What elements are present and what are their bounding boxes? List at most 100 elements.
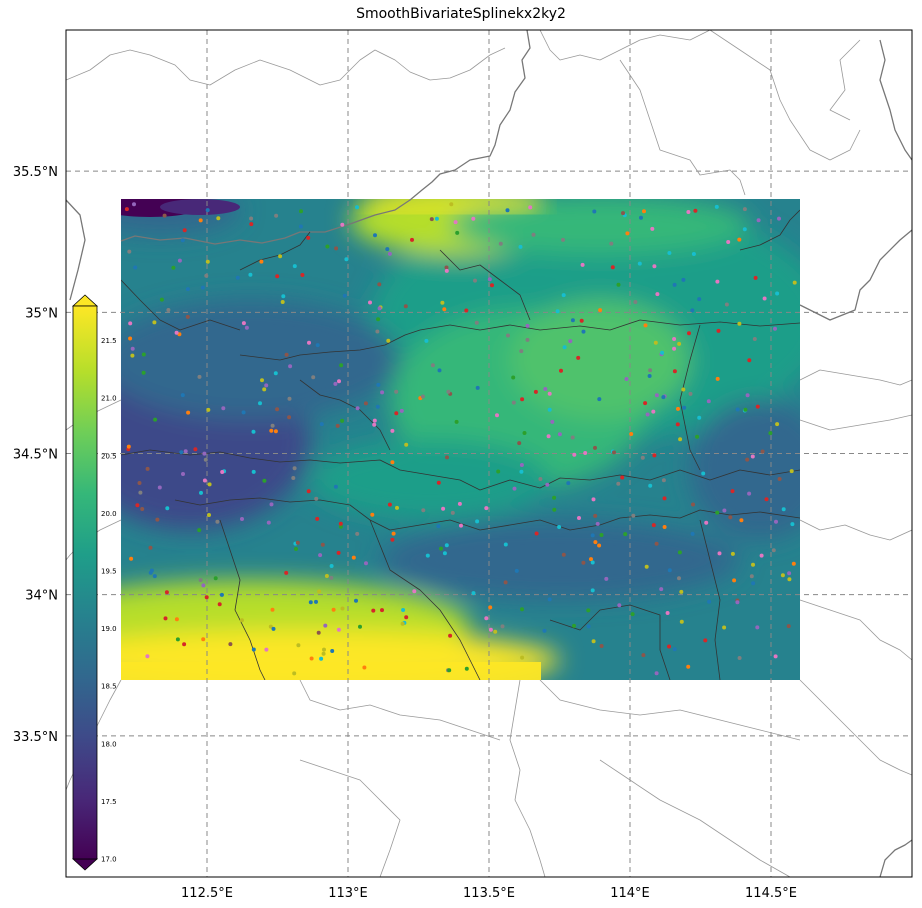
station-dot — [655, 292, 660, 297]
station-dot — [751, 562, 755, 567]
station-dot — [311, 375, 316, 380]
station-dot — [775, 422, 780, 427]
station-dot — [644, 564, 649, 569]
station-dot — [512, 486, 517, 491]
station-dot — [542, 628, 547, 633]
station-dot — [590, 533, 595, 538]
station-dot — [395, 505, 399, 510]
station-dot — [648, 483, 653, 488]
station-dot — [264, 383, 269, 388]
station-dot — [182, 642, 187, 647]
station-dot — [745, 393, 750, 398]
station-dot — [654, 541, 659, 546]
station-dot — [287, 415, 292, 420]
station-dot — [251, 469, 256, 474]
station-dot — [679, 589, 684, 594]
station-dot — [520, 397, 525, 402]
colorbar-label: 19.5 — [101, 567, 117, 575]
station-dot — [781, 507, 786, 512]
station-dot — [677, 341, 682, 346]
station-dot — [269, 428, 274, 433]
station-dot — [268, 624, 273, 629]
station-dot — [777, 216, 781, 221]
station-dot — [133, 265, 138, 270]
station-dot — [557, 525, 562, 529]
station-dot — [490, 283, 494, 288]
station-dot — [665, 611, 670, 615]
station-dot — [390, 537, 395, 542]
station-dot — [148, 570, 153, 575]
station-dot — [340, 222, 345, 227]
station-dot — [597, 543, 602, 548]
station-dot — [284, 352, 289, 357]
station-dot — [471, 216, 476, 221]
station-dot — [667, 251, 672, 255]
station-dot — [662, 525, 667, 529]
station-dot — [620, 475, 625, 480]
station-dot — [496, 469, 501, 474]
station-dot — [737, 237, 742, 242]
station-dot — [722, 625, 727, 630]
station-dot — [651, 409, 656, 414]
station-dot — [135, 503, 140, 508]
province-boundary-west — [66, 199, 86, 301]
station-dot — [394, 411, 399, 416]
station-dot — [464, 308, 469, 313]
station-dot — [287, 396, 292, 401]
station-dot — [493, 629, 498, 634]
station-dot — [425, 553, 430, 558]
station-dot — [399, 408, 404, 413]
station-dot — [368, 300, 372, 305]
station-dot — [180, 238, 185, 243]
station-dot — [316, 630, 321, 635]
station-dot — [660, 350, 665, 355]
station-dot — [661, 395, 666, 400]
station-dot — [514, 568, 519, 573]
station-dot — [737, 656, 742, 660]
station-dot — [220, 470, 225, 474]
station-dot — [630, 612, 635, 617]
station-dot — [517, 441, 522, 446]
station-dot — [412, 589, 417, 594]
station-dot — [488, 627, 493, 632]
station-dot — [616, 481, 621, 486]
station-dot — [621, 211, 625, 216]
station-dot — [371, 608, 376, 613]
station-dot — [241, 321, 246, 326]
station-dot — [760, 449, 765, 454]
station-dot — [715, 510, 720, 515]
station-dot — [298, 224, 303, 229]
station-dot — [464, 666, 469, 671]
station-dot — [271, 626, 276, 631]
station-dot — [774, 519, 778, 524]
station-dot — [654, 393, 659, 398]
station-dot — [473, 278, 477, 283]
station-dot — [579, 318, 584, 323]
station-dot — [697, 297, 702, 302]
station-dot — [306, 235, 311, 240]
station-dot — [278, 254, 283, 259]
station-dot — [309, 656, 314, 661]
station-dot — [672, 282, 677, 287]
station-dot — [737, 321, 742, 326]
station-dot — [639, 215, 643, 220]
station-dot — [643, 323, 648, 328]
station-dot — [531, 232, 536, 237]
station-dot — [525, 323, 530, 328]
station-dot — [533, 389, 538, 394]
station-dot — [735, 600, 740, 605]
station-dot — [676, 406, 680, 411]
station-dot — [677, 550, 682, 555]
station-dot — [745, 457, 750, 462]
station-dot — [787, 571, 792, 576]
station-dot — [681, 277, 686, 282]
station-dot — [340, 606, 345, 611]
station-dot — [454, 419, 459, 424]
station-dot — [675, 422, 680, 427]
station-dot — [335, 423, 340, 428]
station-dot — [576, 355, 581, 360]
station-dot — [693, 208, 698, 213]
station-dot — [672, 337, 677, 341]
station-dot — [330, 649, 335, 653]
station-dot — [213, 576, 218, 581]
